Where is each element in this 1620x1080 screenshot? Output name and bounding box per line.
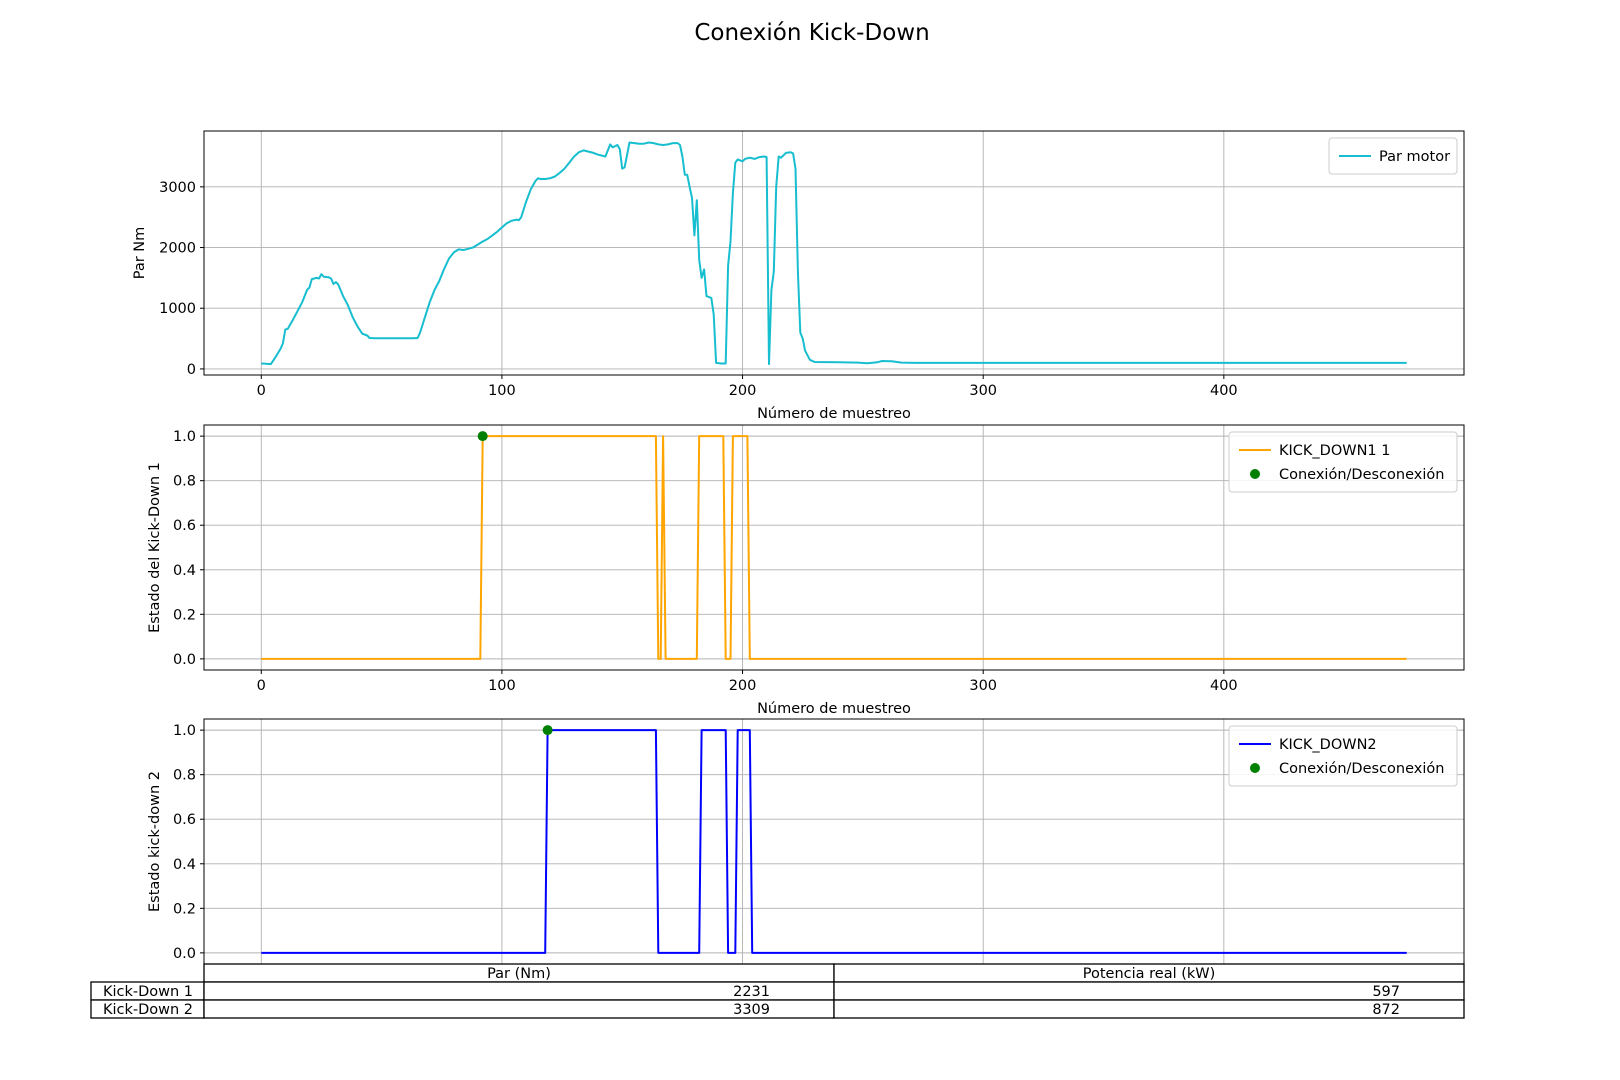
y-tick-label: 3000	[159, 180, 196, 196]
x-tick-label: 0	[257, 678, 266, 694]
series-line	[261, 435, 1407, 660]
table-value-kd2-torque: 3309	[733, 1002, 770, 1018]
y-tick-label: 0.8	[173, 768, 196, 784]
legend-marker	[1250, 763, 1260, 773]
table-cell	[833, 981, 1465, 1001]
legend-label: KICK_DOWN1 1	[1279, 443, 1391, 459]
x-tick-label: 400	[1210, 678, 1238, 694]
y-tick-label: 0.0	[173, 652, 196, 668]
y-tick-label: 0.2	[173, 901, 196, 917]
y-axis-label: Estado del Kick-Down 1	[147, 462, 163, 633]
x-tick-label: 200	[729, 383, 757, 399]
legend-label: Conexión/Desconexión	[1279, 467, 1444, 483]
legend-label: KICK_DOWN2	[1279, 737, 1377, 753]
connection-point	[542, 725, 553, 736]
table-value-kd2-power: 872	[1372, 1002, 1400, 1018]
legend	[1328, 137, 1458, 175]
table-col-header-torque: Par (Nm)	[487, 966, 551, 982]
x-tick-label: 100	[488, 383, 516, 399]
y-tick-label: 1.0	[173, 723, 196, 739]
y-tick-label: 1000	[159, 301, 196, 317]
y-tick-label: 2000	[159, 241, 196, 257]
series-line	[261, 141, 1407, 366]
y-tick-label: 0	[187, 362, 196, 378]
legend-label: Par motor	[1379, 149, 1450, 165]
plot-frame	[203, 424, 1465, 671]
y-tick-label: 0.2	[173, 607, 196, 623]
table-cell	[833, 999, 1465, 1019]
legend-label: Conexión/Desconexión	[1279, 761, 1444, 777]
x-axis-label: Número de muestreo	[757, 406, 911, 422]
kickdown1-plot: 0.0 0.2 0.4 0.6 0.8 1.0 0 100 200 300 400 Número de…	[147, 424, 1465, 717]
y-axis-label: Estado kick-down 2	[147, 771, 163, 912]
table-row-label: Kick-Down 2	[103, 1002, 193, 1018]
y-tick-label: 0.0	[173, 946, 196, 962]
x-tick-label: 300	[969, 383, 997, 399]
y-axis-label: Par Nm	[132, 227, 148, 280]
plot-frame	[203, 130, 1465, 376]
legend	[1228, 431, 1458, 493]
y-tick-label: 0.4	[173, 563, 196, 579]
x-tick-label: 200	[729, 678, 757, 694]
legend-marker	[1250, 469, 1260, 479]
table-value-kd1-power: 597	[1372, 984, 1400, 1000]
x-axis-label: Número de muestreo	[757, 701, 911, 717]
results-table: Par (Nm) Potencia real (kW) Kick-Down 1 …	[90, 963, 1465, 1019]
figure-title: Conexión Kick-Down	[694, 20, 929, 46]
x-tick-label: 300	[969, 678, 997, 694]
y-tick-label: 0.6	[173, 518, 196, 534]
y-tick-label: 0.8	[173, 474, 196, 490]
y-tick-label: 0.4	[173, 857, 196, 873]
x-tick-label: 400	[1210, 383, 1238, 399]
y-tick-label: 1.0	[173, 429, 196, 445]
table-row-label: Kick-Down 1	[103, 984, 193, 1000]
x-tick-label: 100	[488, 678, 516, 694]
kickdown2-plot: 0.0 0.2 0.4 0.6 0.8 1.0 Estado kick-down 2 KICK…	[147, 718, 1465, 968]
legend	[1228, 725, 1458, 787]
x-tick-label: 0	[257, 383, 266, 399]
torque-plot: 0 1000 2000 3000 0 100 200 300 400 Número de mues…	[132, 130, 1465, 422]
y-tick-label: 0.6	[173, 812, 196, 828]
table-col-header-power: Potencia real (kW)	[1083, 966, 1216, 982]
series-line	[261, 729, 1407, 954]
connection-point	[477, 431, 488, 442]
table-value-kd1-torque: 2231	[733, 984, 770, 1000]
